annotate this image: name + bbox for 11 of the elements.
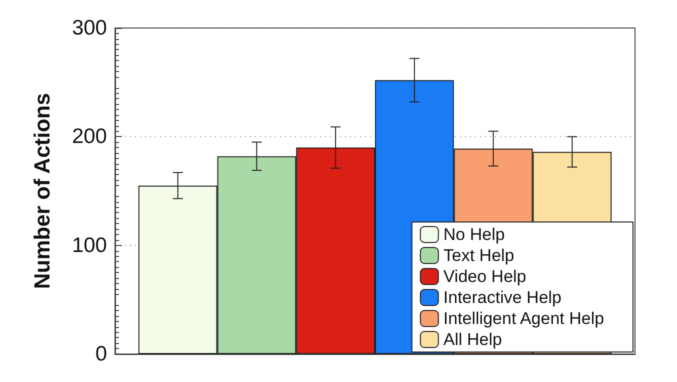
legend-label: Video Help [443,267,526,286]
legend-label: All Help [443,330,502,349]
y-tick-label: 200 [72,125,107,148]
y-tick-label: 300 [72,16,107,40]
y-tick-label: 100 [72,234,107,257]
legend-label: Interactive Help [443,288,562,307]
legend-label: Text Help [443,246,514,265]
legend-label: No Help [443,225,505,244]
y-axis-title: Number of Actions [30,93,54,289]
legend-label: Intelligent Agent Help [443,309,604,328]
y-tick-label: 0 [95,342,107,366]
